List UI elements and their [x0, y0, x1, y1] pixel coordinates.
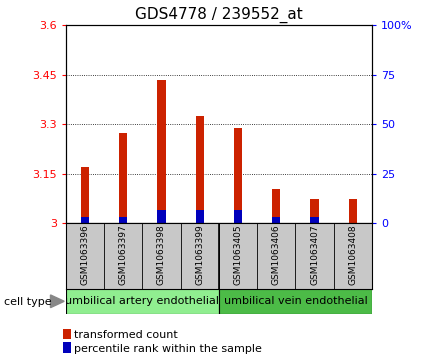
Text: GSM1063397: GSM1063397 — [119, 224, 128, 285]
Bar — [219, 289, 372, 314]
Bar — [234, 128, 242, 223]
Bar — [119, 132, 128, 223]
Bar — [348, 199, 357, 223]
Bar — [81, 167, 89, 223]
Bar — [66, 289, 219, 314]
Text: umbilical vein endothelial: umbilical vein endothelial — [224, 296, 367, 306]
Bar — [157, 80, 166, 223]
Text: GSM1063399: GSM1063399 — [195, 224, 204, 285]
Text: GSM1063396: GSM1063396 — [80, 224, 90, 285]
Bar — [157, 210, 166, 223]
Text: GSM1063407: GSM1063407 — [310, 224, 319, 285]
Bar — [62, 342, 71, 352]
Text: GSM1063406: GSM1063406 — [272, 224, 281, 285]
Bar — [196, 210, 204, 223]
Title: GDS4778 / 239552_at: GDS4778 / 239552_at — [135, 7, 303, 23]
Text: percentile rank within the sample: percentile rank within the sample — [74, 344, 262, 354]
Text: cell type: cell type — [4, 297, 52, 307]
Bar — [310, 217, 319, 223]
Bar — [196, 116, 204, 223]
Polygon shape — [51, 295, 64, 308]
Bar — [234, 210, 242, 223]
Bar — [62, 329, 71, 339]
Bar — [272, 189, 280, 223]
Text: transformed count: transformed count — [74, 330, 178, 340]
Text: GSM1063398: GSM1063398 — [157, 224, 166, 285]
Text: umbilical artery endothelial: umbilical artery endothelial — [65, 296, 219, 306]
Bar — [81, 217, 89, 223]
Bar — [119, 217, 128, 223]
Bar — [310, 199, 319, 223]
Text: GSM1063408: GSM1063408 — [348, 224, 357, 285]
Text: GSM1063405: GSM1063405 — [233, 224, 243, 285]
Bar — [272, 217, 280, 223]
